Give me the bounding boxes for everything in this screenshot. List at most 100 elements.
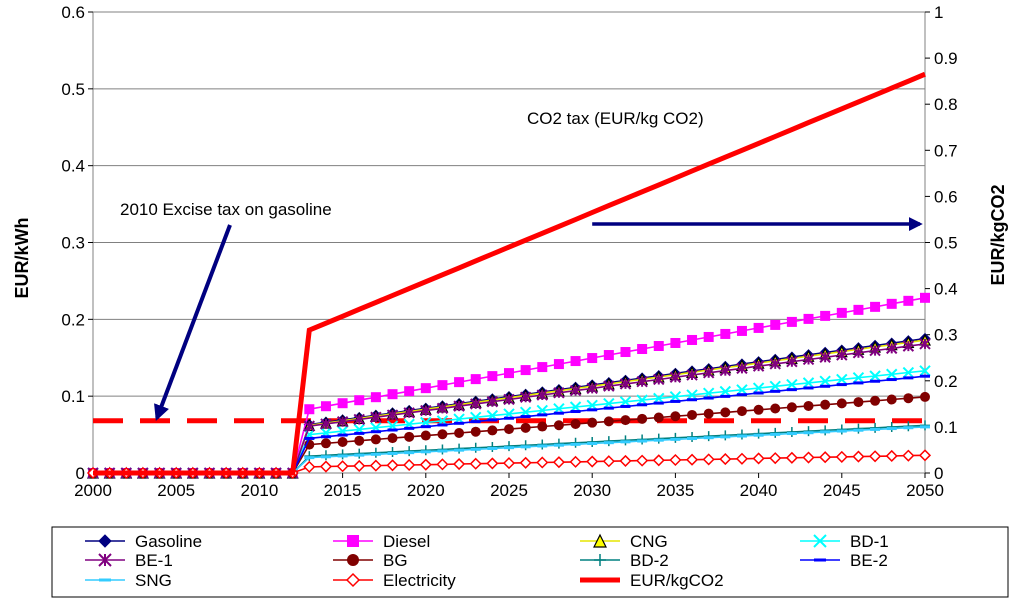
- data-point: [902, 449, 915, 462]
- data-point: [752, 382, 765, 394]
- data-point: [636, 454, 649, 467]
- legend-label: CNG: [630, 532, 668, 551]
- data-point: [387, 433, 398, 444]
- data-point: [687, 437, 698, 441]
- data-point: [303, 420, 316, 432]
- annotation-co2-tax: CO2 tax (EUR/kg CO2): [527, 109, 704, 128]
- data-point: [920, 425, 930, 429]
- data-point: [803, 400, 814, 411]
- y-tick-label: 0.4: [61, 157, 85, 176]
- data-point: [519, 391, 532, 403]
- data-point: [637, 403, 648, 407]
- data-point: [903, 295, 914, 306]
- data-point: [386, 459, 399, 472]
- data-point: [919, 338, 931, 350]
- data-point: [752, 360, 765, 372]
- data-point: [620, 415, 631, 426]
- data-point: [537, 439, 548, 450]
- data-point: [870, 301, 881, 312]
- data-point: [370, 447, 381, 458]
- data-point: [736, 384, 748, 396]
- data-point: [470, 398, 482, 410]
- data-point: [454, 443, 465, 454]
- data-point: [404, 386, 415, 397]
- x-tick-label: 2030: [573, 481, 611, 500]
- data-point: [454, 427, 465, 438]
- data-point: [470, 442, 481, 453]
- data-point: [886, 422, 897, 433]
- data-point: [703, 396, 714, 400]
- legend-item: CNG: [580, 532, 668, 551]
- legend-item: Gasoline: [85, 532, 202, 551]
- data-point: [354, 453, 365, 457]
- data-point: [653, 373, 665, 386]
- data-point: [736, 406, 747, 417]
- data-point: [537, 362, 548, 373]
- data-point: [870, 395, 881, 406]
- legend-item: BD-1: [800, 532, 889, 551]
- data-point: [819, 375, 831, 387]
- data-point: [814, 558, 826, 562]
- data-point: [785, 451, 798, 464]
- data-point: [685, 453, 699, 466]
- x-axis: 2000 2005 2010 2015 2020 2025 2030 2035 2040 2045…: [74, 473, 944, 500]
- data-point: [719, 385, 732, 398]
- data-point: [886, 378, 897, 382]
- data-point: [420, 383, 431, 394]
- data-point: [420, 425, 431, 429]
- data-point: [587, 436, 598, 447]
- data-point: [304, 436, 315, 440]
- data-point: [869, 450, 882, 463]
- y2-tick-label: 0.2: [934, 372, 958, 391]
- x-tick-label: 2035: [656, 481, 694, 500]
- data-point: [669, 453, 682, 467]
- data-point: [469, 457, 482, 470]
- data-point: [570, 437, 581, 448]
- data-point: [320, 438, 331, 449]
- data-point: [770, 403, 781, 414]
- data-point: [770, 427, 781, 438]
- y2-tick-label: 0.8: [934, 95, 958, 114]
- legend-label: BD-2: [630, 551, 669, 570]
- data-point: [703, 431, 714, 442]
- data-point: [735, 452, 749, 465]
- data-point: [520, 440, 531, 451]
- data-point: [354, 448, 365, 459]
- data-point: [703, 436, 714, 440]
- y2-tick-label: 0.6: [934, 187, 958, 206]
- data-point: [587, 353, 598, 364]
- data-point: [720, 394, 731, 398]
- data-point: [337, 436, 348, 447]
- data-point: [869, 370, 881, 382]
- data-point: [487, 425, 498, 436]
- legend-label: BD-1: [850, 532, 889, 551]
- data-point: [370, 452, 381, 456]
- data-point: [803, 426, 814, 437]
- y-axis-title-left: EUR/kWh: [12, 218, 32, 299]
- data-point: [304, 451, 315, 462]
- data-point: [919, 365, 931, 377]
- data-point: [504, 424, 514, 435]
- data-point: [670, 437, 681, 441]
- legend-item: BD-2: [580, 551, 669, 570]
- data-point: [687, 334, 698, 345]
- data-point: [820, 384, 831, 388]
- data-point: [903, 376, 914, 380]
- data-point: [404, 446, 415, 457]
- data-point: [886, 368, 898, 380]
- y2-tick-label: 0: [934, 464, 943, 483]
- y-tick-label: 0.6: [61, 3, 85, 22]
- data-point: [620, 440, 631, 444]
- annotation-excise-tax: 2010 Excise tax on gasoline: [120, 200, 332, 219]
- data-point: [387, 389, 398, 400]
- data-point: [336, 460, 349, 473]
- data-point: [594, 554, 606, 566]
- data-point: [354, 395, 365, 406]
- data-point: [753, 404, 764, 415]
- data-point: [403, 407, 415, 419]
- data-point: [703, 408, 714, 419]
- data-point: [553, 359, 564, 370]
- data-point: [437, 429, 448, 440]
- data-point: [486, 395, 499, 408]
